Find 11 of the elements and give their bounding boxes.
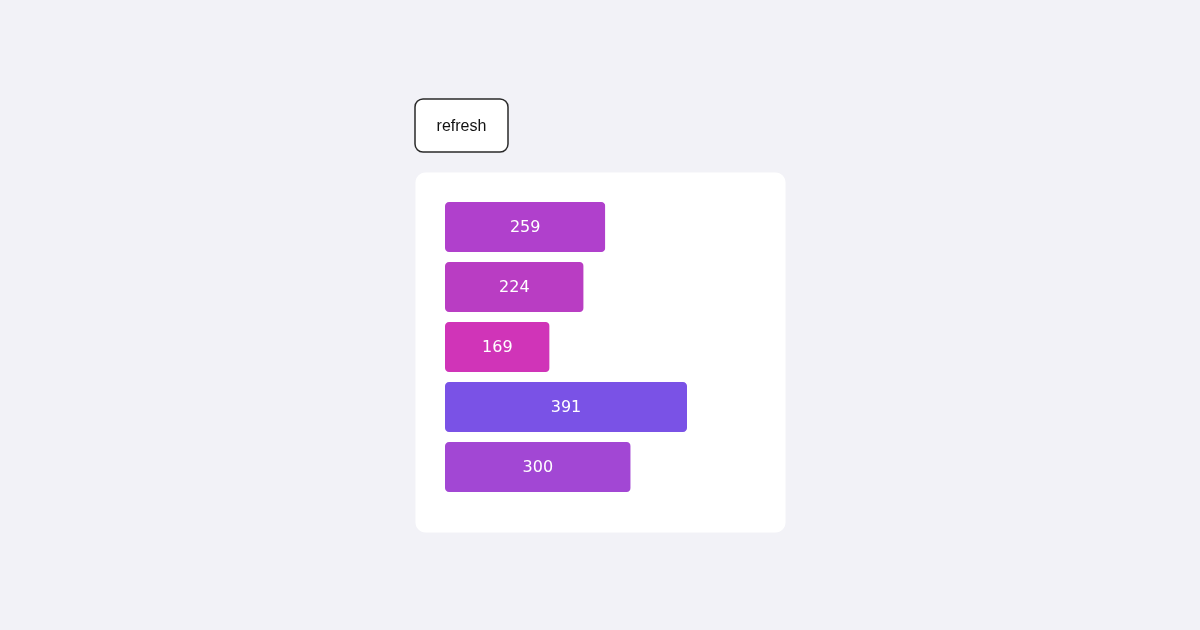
bar — [445, 442, 631, 492]
data-label: 391 — [550, 397, 582, 416]
text: refresh — [436, 116, 487, 134]
bar — [445, 382, 687, 432]
bar — [445, 202, 606, 252]
data-label: 259 — [509, 217, 541, 236]
data-label: 224 — [499, 277, 530, 296]
bar — [445, 322, 550, 372]
data-label: 169 — [482, 337, 513, 356]
bar — [445, 262, 584, 312]
data-label: 300 — [522, 457, 554, 476]
